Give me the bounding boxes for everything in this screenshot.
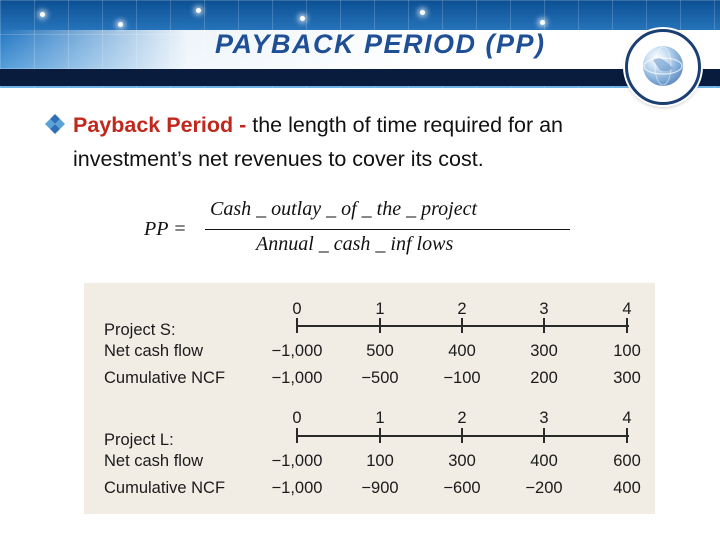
- cash-flow-value: 600: [613, 452, 641, 470]
- globe-icon: [643, 46, 683, 86]
- period-label: 4: [622, 300, 632, 318]
- period-label: 0: [292, 300, 302, 318]
- period-label: 1: [375, 300, 385, 318]
- bullet-paragraph: Payback Period - the length of time requ…: [73, 108, 683, 176]
- timeline-tick: [379, 428, 381, 443]
- cash-flow-value: 300: [448, 452, 476, 470]
- period-label: 3: [539, 409, 549, 427]
- title-underline: [0, 69, 720, 86]
- timeline-tick: [626, 318, 628, 333]
- sparkle-icon: [40, 12, 45, 17]
- cumulative-ncf-label: Cumulative NCF: [104, 479, 226, 497]
- timeline-tick: [626, 428, 628, 443]
- slide-title: PAYBACK PERIOD (PP): [215, 29, 546, 59]
- cash-flow-value: −1,000: [271, 452, 323, 470]
- formula-lhs: PP =: [144, 218, 187, 240]
- net-cash-flow-label: Net cash flow: [104, 342, 204, 360]
- sparkle-icon: [540, 20, 545, 25]
- cumulative-value: 300: [613, 369, 641, 387]
- timeline-tick: [296, 318, 298, 333]
- cumulative-value: 400: [613, 479, 641, 497]
- cumulative-value: −200: [525, 479, 563, 497]
- cash-flow-value: 300: [530, 342, 558, 360]
- cumulative-value: −1,000: [271, 369, 323, 387]
- logo: [625, 29, 701, 105]
- cash-flow-figure: 0 1 2 3 4 Project S: Net cash flow −1,00…: [84, 283, 655, 514]
- cumulative-value: −1,000: [271, 479, 323, 497]
- bullet-definition: the length of time required for an inves…: [73, 113, 563, 171]
- cumulative-value: −600: [443, 479, 481, 497]
- timeline-tick: [296, 428, 298, 443]
- period-label: 2: [457, 300, 467, 318]
- cumulative-value: −900: [361, 479, 399, 497]
- sparkle-icon: [300, 16, 305, 21]
- cash-flow-value: 100: [613, 342, 641, 360]
- bullet-term: Payback Period -: [73, 113, 253, 137]
- period-label: 0: [292, 409, 302, 427]
- cash-flow-value: 500: [366, 342, 394, 360]
- timeline-tick: [461, 318, 463, 333]
- sparkle-icon: [420, 10, 425, 15]
- formula-fraction-bar: [205, 229, 570, 230]
- cumulative-value: −500: [361, 369, 399, 387]
- payback-formula: PP = Cash _ outlay _ of _ the _ project …: [144, 193, 584, 269]
- cumulative-ncf-label: Cumulative NCF: [104, 369, 226, 387]
- cash-flow-value: −1,000: [271, 342, 323, 360]
- cash-flow-value: 400: [530, 452, 558, 470]
- net-cash-flow-label: Net cash flow: [104, 452, 204, 470]
- formula-numerator: Cash _ outlay _ of _ the _ project: [210, 198, 478, 220]
- header-banner: PAYBACK PERIOD (PP): [0, 0, 720, 88]
- formula-denominator: Annual _ cash _ inf lows: [256, 233, 454, 255]
- project-s-label: Project S:: [104, 321, 176, 339]
- period-label: 3: [539, 300, 549, 318]
- period-label: 2: [457, 409, 467, 427]
- cumulative-value: 200: [530, 369, 558, 387]
- timeline-tick: [543, 318, 545, 333]
- period-label: 4: [622, 409, 632, 427]
- sparkle-icon: [118, 22, 123, 27]
- sparkle-icon: [196, 8, 201, 13]
- timeline-tick: [379, 318, 381, 333]
- project-l-label: Project L:: [104, 431, 174, 449]
- diamond-bullet-icon: [45, 114, 65, 134]
- cash-flow-value: 100: [366, 452, 394, 470]
- period-label: 1: [375, 409, 385, 427]
- cumulative-value: −100: [443, 369, 481, 387]
- timeline-tick: [461, 428, 463, 443]
- timeline-tick: [543, 428, 545, 443]
- cash-flow-value: 400: [448, 342, 476, 360]
